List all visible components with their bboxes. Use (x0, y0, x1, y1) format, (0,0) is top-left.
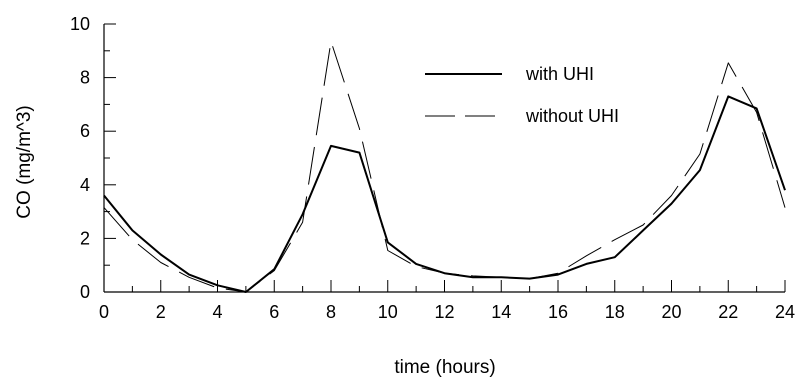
x-tick-label: 16 (548, 302, 568, 322)
y-axis-label: CO (mg/m^3) (14, 105, 35, 218)
x-tick-label: 0 (99, 302, 109, 322)
series-line-with-uhi (103, 95, 786, 293)
x-tick-label: 22 (718, 302, 738, 322)
x-tick-label: 24 (775, 302, 795, 322)
x-tick-label: 8 (326, 302, 336, 322)
legend-label-without-uhi: without UHI (525, 106, 619, 126)
x-tick-label: 6 (269, 302, 279, 322)
y-tick-label: 4 (80, 175, 90, 195)
x-axis-label: time (hours) (394, 357, 495, 378)
y-tick-label: 2 (80, 228, 90, 248)
series-line-without-uhi (103, 40, 786, 293)
x-tick-label: 18 (605, 302, 625, 322)
legend-label-with-uhi: with UHI (525, 64, 594, 84)
x-tick-label: 12 (434, 302, 454, 322)
x-tick-label: 2 (156, 302, 166, 322)
x-tick-label: 14 (491, 302, 511, 322)
x-tick-label: 4 (212, 302, 222, 322)
x-tick-label: 10 (378, 302, 398, 322)
y-tick-label: 6 (80, 121, 90, 141)
x-tick-label: 20 (661, 302, 681, 322)
y-tick-label: 0 (80, 282, 90, 302)
y-tick-label: 10 (70, 14, 90, 34)
y-axis-title-group: CO (mg/m^3) (14, 105, 35, 218)
y-tick-label: 8 (80, 68, 90, 88)
